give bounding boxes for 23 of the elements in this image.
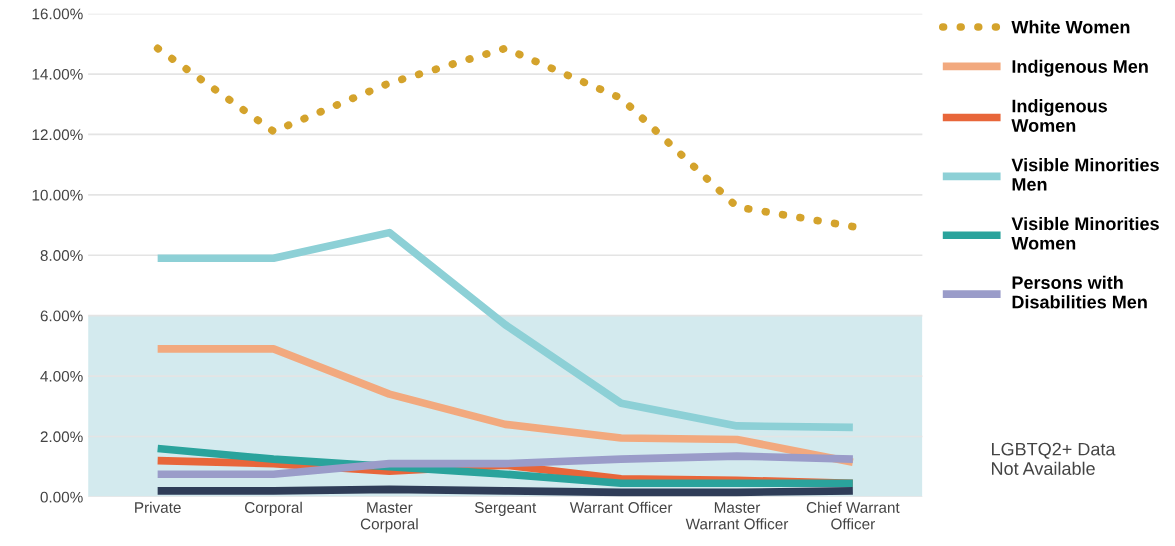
x-tick-label: Master Corporal xyxy=(360,502,418,533)
y-tick-label: 2.00% xyxy=(40,431,83,443)
legend-label: Indigenous Women xyxy=(1011,99,1107,132)
y-tick-label: 8.00% xyxy=(40,250,83,261)
y-tick-label: 6.00% xyxy=(40,310,83,322)
text: LGBTQ2+ Data Not Available xyxy=(992,442,1116,475)
x-tick-label: Master Warrant Officer xyxy=(685,502,789,530)
x-tick-label: Corporal xyxy=(245,501,302,516)
y-tick-label: 12.00% xyxy=(32,129,83,141)
legend-label: Visible Minorities Men xyxy=(1011,158,1159,191)
x-tick-label: Private xyxy=(135,501,181,513)
x-tick-label: Chief Warrant Officer xyxy=(806,501,900,530)
legend-label: Persons with Disabilities Men xyxy=(1012,275,1147,309)
y-tick-label: 10.00% xyxy=(32,189,83,201)
x-tick-label: Sergeant xyxy=(474,502,537,516)
legend-label: White Women xyxy=(1011,20,1130,34)
y-tick-label: 4.00% xyxy=(40,370,83,382)
y-tick-label: 14.00% xyxy=(32,68,83,80)
legend-label: Indigenous Men xyxy=(1012,59,1148,77)
x-tick-label: Warrant Officer xyxy=(569,501,673,513)
y-tick-label: 16.00% xyxy=(32,8,83,20)
legend-label: Visible Minorities Women xyxy=(1011,216,1159,250)
y-tick-label: 0.00% xyxy=(40,491,83,503)
